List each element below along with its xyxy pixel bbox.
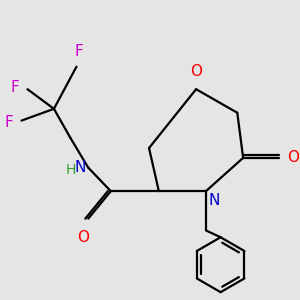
- Text: H: H: [66, 163, 76, 177]
- Text: N: N: [209, 193, 220, 208]
- Text: F: F: [5, 115, 14, 130]
- Text: F: F: [11, 80, 20, 95]
- Text: F: F: [74, 44, 83, 59]
- Text: O: O: [287, 150, 299, 165]
- Text: O: O: [77, 230, 89, 245]
- Text: O: O: [190, 64, 202, 80]
- Text: N: N: [75, 160, 86, 175]
